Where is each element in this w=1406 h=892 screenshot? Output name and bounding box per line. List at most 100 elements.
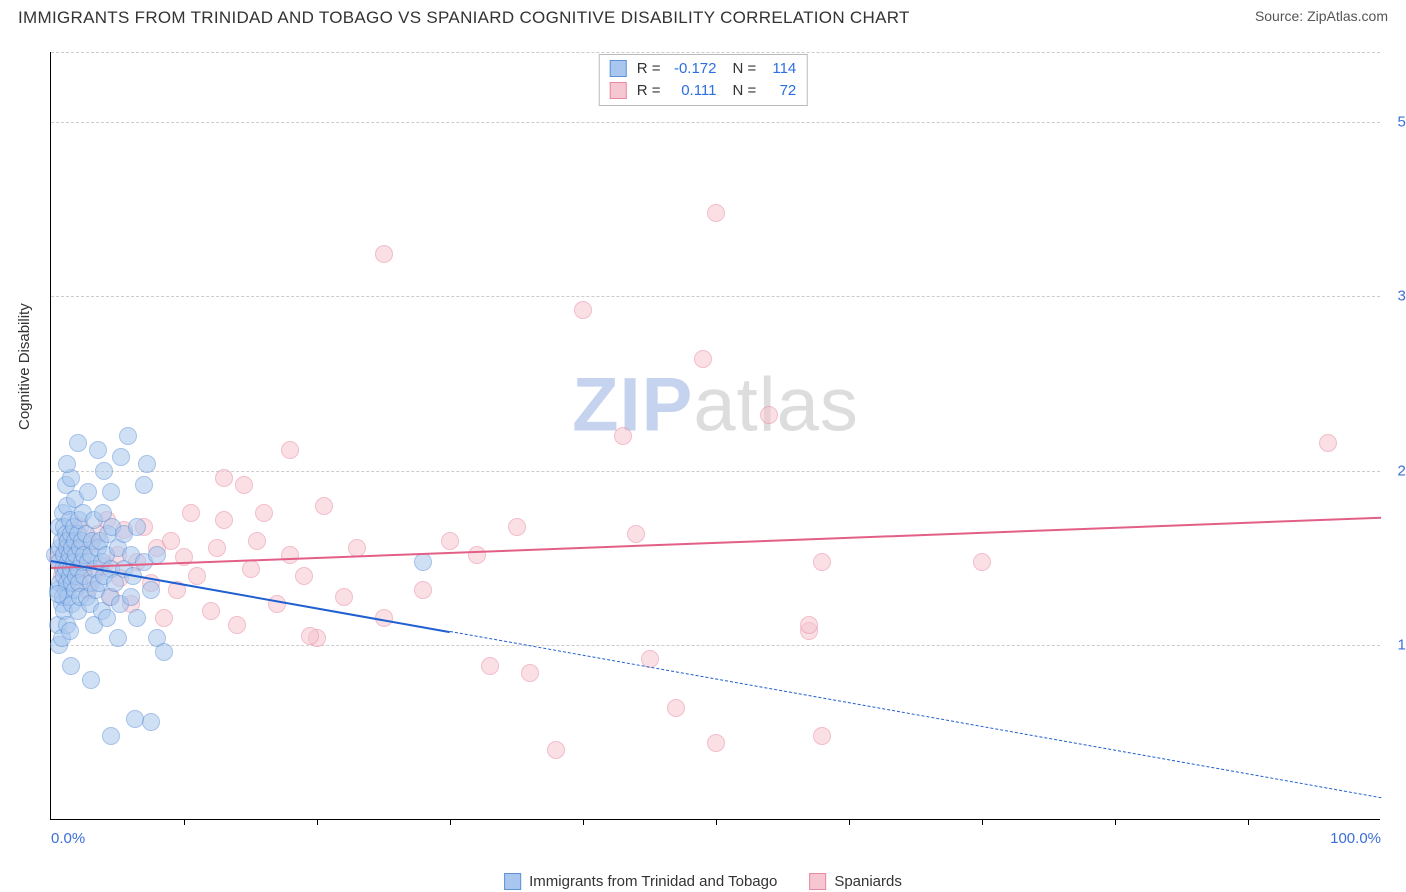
- marker-series-b: [188, 567, 206, 585]
- scatter-plot-area: ZIPatlas 12.5%25.0%37.5%50.0%0.0%100.0%: [50, 52, 1380, 820]
- r-value-series-a: -0.172: [667, 58, 717, 80]
- swatch-series-a-icon: [504, 873, 521, 890]
- marker-series-b: [315, 497, 333, 515]
- marker-series-a: [89, 441, 107, 459]
- marker-series-b: [813, 553, 831, 571]
- x-tick: [583, 819, 584, 825]
- marker-series-b: [508, 518, 526, 536]
- x-tick: [849, 819, 850, 825]
- marker-series-b: [235, 476, 253, 494]
- marker-series-b: [375, 245, 393, 263]
- marker-series-b: [281, 441, 299, 459]
- title-bar: IMMIGRANTS FROM TRINIDAD AND TOBAGO VS S…: [0, 0, 1406, 32]
- x-tick: [716, 819, 717, 825]
- marker-series-b: [202, 602, 220, 620]
- bottom-legend: Immigrants from Trinidad and Tobago Span…: [504, 873, 902, 890]
- marker-series-a: [102, 727, 120, 745]
- marker-series-a: [142, 581, 160, 599]
- swatch-series-a-icon: [610, 60, 627, 77]
- n-label: N =: [733, 80, 757, 102]
- source-label: Source: ZipAtlas.com: [1255, 8, 1388, 24]
- stats-row-series-a: R = -0.172 N = 114: [610, 58, 797, 80]
- marker-series-a: [148, 546, 166, 564]
- marker-series-a: [126, 710, 144, 728]
- marker-series-b: [242, 560, 260, 578]
- marker-series-b: [348, 539, 366, 557]
- marker-series-b: [441, 532, 459, 550]
- marker-series-a: [69, 434, 87, 452]
- watermark-part2: atlas: [693, 362, 859, 447]
- legend-label-series-a: Immigrants from Trinidad and Tobago: [529, 873, 777, 890]
- marker-series-a: [62, 657, 80, 675]
- n-label: N =: [733, 58, 757, 80]
- legend-item-series-b: Spaniards: [809, 873, 902, 890]
- marker-series-b: [707, 204, 725, 222]
- marker-series-b: [574, 301, 592, 319]
- x-tick-label: 100.0%: [1330, 830, 1381, 847]
- y-tick-label: 50.0%: [1384, 113, 1406, 130]
- r-label: R =: [637, 80, 661, 102]
- trend-line: [450, 631, 1381, 798]
- source-name: ZipAtlas.com: [1307, 8, 1388, 24]
- marker-series-b: [228, 616, 246, 634]
- marker-series-b: [468, 546, 486, 564]
- x-tick: [1115, 819, 1116, 825]
- marker-series-b: [295, 567, 313, 585]
- marker-series-a: [102, 483, 120, 501]
- marker-series-b: [614, 427, 632, 445]
- marker-series-a: [82, 671, 100, 689]
- y-tick-label: 37.5%: [1384, 288, 1406, 305]
- marker-series-b: [694, 350, 712, 368]
- marker-series-a: [49, 585, 67, 603]
- legend-item-series-a: Immigrants from Trinidad and Tobago: [504, 873, 777, 890]
- gridline: [51, 296, 1380, 297]
- r-value-series-b: 0.111: [667, 80, 717, 102]
- x-tick: [317, 819, 318, 825]
- gridline: [51, 471, 1380, 472]
- marker-series-b: [707, 734, 725, 752]
- marker-series-b: [414, 581, 432, 599]
- marker-series-a: [112, 448, 130, 466]
- gridline: [51, 645, 1380, 646]
- marker-series-a: [109, 629, 127, 647]
- marker-series-b: [215, 511, 233, 529]
- marker-series-b: [248, 532, 266, 550]
- marker-series-a: [98, 609, 116, 627]
- marker-series-b: [521, 664, 539, 682]
- marker-series-b: [301, 627, 319, 645]
- marker-series-b: [255, 504, 273, 522]
- marker-series-b: [547, 741, 565, 759]
- legend-label-series-b: Spaniards: [834, 873, 902, 890]
- gridline: [51, 52, 1380, 53]
- marker-series-b: [481, 657, 499, 675]
- n-value-series-a: 114: [762, 58, 796, 80]
- marker-series-b: [1319, 434, 1337, 452]
- marker-series-b: [335, 588, 353, 606]
- marker-series-b: [162, 532, 180, 550]
- marker-series-b: [973, 553, 991, 571]
- marker-series-b: [667, 699, 685, 717]
- marker-series-a: [414, 553, 432, 571]
- marker-series-b: [760, 406, 778, 424]
- y-tick-label: 12.5%: [1384, 637, 1406, 654]
- stats-legend-box: R = -0.172 N = 114 R = 0.111 N = 72: [599, 54, 808, 106]
- marker-series-a: [61, 622, 79, 640]
- marker-series-a: [122, 588, 140, 606]
- marker-series-a: [128, 518, 146, 536]
- marker-series-a: [95, 462, 113, 480]
- gridline: [51, 122, 1380, 123]
- marker-series-a: [128, 609, 146, 627]
- watermark-part1: ZIP: [572, 362, 693, 447]
- marker-series-a: [119, 427, 137, 445]
- marker-series-a: [58, 455, 76, 473]
- marker-series-b: [155, 609, 173, 627]
- stats-row-series-b: R = 0.111 N = 72: [610, 80, 797, 102]
- y-tick-label: 25.0%: [1384, 462, 1406, 479]
- marker-series-a: [155, 643, 173, 661]
- marker-series-b: [215, 469, 233, 487]
- x-tick: [1248, 819, 1249, 825]
- x-tick: [982, 819, 983, 825]
- n-value-series-b: 72: [762, 80, 796, 102]
- y-axis-title: Cognitive Disability: [16, 303, 33, 430]
- marker-series-a: [135, 476, 153, 494]
